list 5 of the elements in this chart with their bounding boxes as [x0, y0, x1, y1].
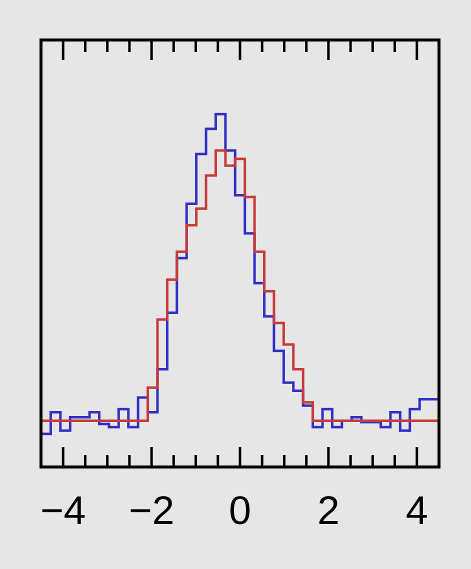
x-tick-label: 2	[317, 489, 340, 534]
x-tick-label: 4	[406, 489, 428, 534]
x-tick-label: 0	[228, 489, 252, 534]
x-tick-label: −4	[40, 489, 86, 534]
x-tick-label: −2	[128, 489, 174, 534]
